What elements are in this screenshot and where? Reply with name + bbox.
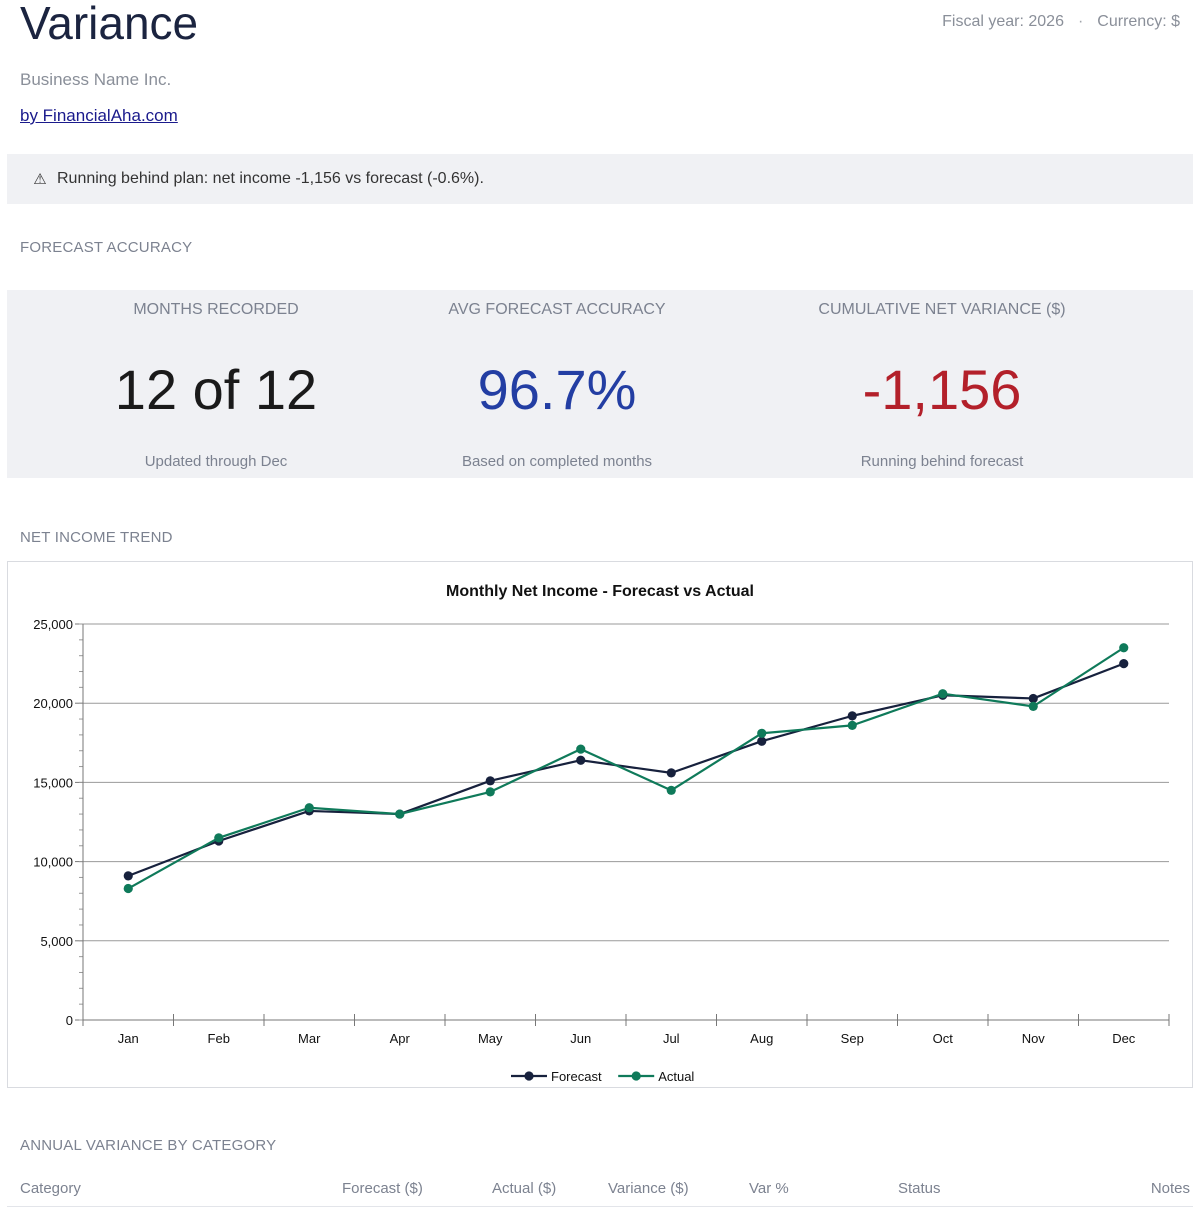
legend-marker (524, 1071, 534, 1081)
forecast-point (485, 776, 495, 786)
forecast-point (123, 871, 133, 881)
kpi-avg-forecast-accuracy: AVG FORECAST ACCURACY 96.7% Based on com… (357, 290, 757, 478)
x-tick-label: Aug (750, 1031, 773, 1046)
kpi-value: -1,156 (862, 358, 1022, 421)
actual-point (395, 809, 405, 819)
legend-label: Forecast (551, 1069, 602, 1084)
x-tick-label: Oct (933, 1031, 954, 1046)
forecast-point (847, 711, 857, 721)
kpi-value: 12 of 12 (114, 358, 318, 421)
variance-table-header: Category Forecast ($) Actual ($) Varianc… (0, 1180, 1200, 1206)
actual-point (123, 883, 133, 894)
section-label-annual-variance: ANNUAL VARIANCE BY CATEGORY (20, 1137, 277, 1154)
x-tick-label: Nov (1022, 1031, 1046, 1046)
legend-item-actual: Actual (618, 1069, 694, 1084)
column-header-variance[interactable]: Variance ($) (608, 1180, 689, 1197)
y-tick-label: 0 (66, 1013, 73, 1028)
column-header-category[interactable]: Category (20, 1180, 81, 1197)
actual-point (847, 720, 857, 730)
forecast-point (1119, 659, 1129, 669)
page-title: Variance (20, 0, 199, 49)
x-tick-label: Sep (841, 1031, 864, 1046)
kpi-cumulative-net-variance: CUMULATIVE NET VARIANCE ($) -1,156 Runni… (742, 290, 1142, 478)
x-tick-label: Jan (118, 1031, 139, 1046)
x-tick-label: Feb (208, 1031, 230, 1046)
kpi-value: 96.7% (477, 358, 637, 421)
x-tick-label: Jul (663, 1031, 680, 1046)
alert-text: Running behind plan: net income -1,156 v… (57, 170, 484, 187)
actual-point (666, 785, 676, 795)
x-tick-label: Apr (390, 1031, 411, 1046)
net-income-chart: Monthly Net Income - Forecast vs Actual 0… (7, 561, 1193, 1088)
business-name: Business Name Inc. (20, 70, 172, 89)
actual-point (757, 728, 767, 738)
meta-separator: · (1077, 13, 1084, 30)
column-header-var-pct[interactable]: Var % (749, 1180, 789, 1197)
actual-point (214, 833, 224, 843)
y-tick-label: 15,000 (33, 775, 73, 790)
column-header-actual[interactable]: Actual ($) (492, 1180, 557, 1197)
kpi-label: CUMULATIVE NET VARIANCE ($) (818, 301, 1066, 318)
column-header-status[interactable]: Status (898, 1180, 941, 1197)
actual-series-line (127, 646, 1125, 890)
legend-item-forecast: Forecast (511, 1069, 602, 1084)
forecast-point (576, 755, 586, 765)
x-tick-label: Jun (570, 1031, 591, 1046)
kpi-label: AVG FORECAST ACCURACY (448, 301, 666, 318)
y-tick-label: 20,000 (33, 696, 73, 711)
actual-point (485, 787, 495, 797)
chart-title: Monthly Net Income - Forecast vs Actual (446, 583, 754, 600)
warning-icon: ⚠ (33, 171, 47, 188)
legend-label: Actual (658, 1069, 694, 1084)
kpi-months-recorded: MONTHS RECORDED 12 of 12 Updated through… (7, 290, 425, 478)
kpi-label: MONTHS RECORDED (133, 301, 299, 318)
section-label-forecast-accuracy: FORECAST ACCURACY (20, 239, 193, 256)
byline-link[interactable]: by FinancialAha.com (20, 106, 178, 125)
actual-point (576, 744, 586, 754)
header-meta: Fiscal year: 2026 · Currency: $ (942, 13, 1180, 31)
fiscal-year-label: Fiscal year: 2026 (942, 13, 1064, 30)
chart-svg: Monthly Net Income - Forecast vs Actual 0… (33, 583, 1170, 1084)
y-tick-label: 25,000 (33, 617, 73, 632)
kpi-subtext: Updated through Dec (144, 453, 288, 470)
table-divider (7, 1206, 1193, 1207)
actual-point (938, 689, 948, 699)
legend-marker (631, 1071, 641, 1081)
y-tick-label: 10,000 (33, 855, 73, 870)
x-tick-label: May (478, 1031, 503, 1046)
section-label-net-income-trend: NET INCOME TREND (20, 529, 173, 546)
kpi-subtext: Based on completed months (461, 453, 653, 470)
actual-point (1119, 643, 1129, 653)
x-tick-label: Mar (298, 1031, 321, 1046)
forecast-point (1028, 693, 1038, 704)
actual-point (1028, 701, 1038, 711)
column-header-forecast[interactable]: Forecast ($) (342, 1180, 423, 1197)
status-alert: ⚠ Running behind plan: net income -1,156… (7, 154, 1193, 204)
y-tick-label: 5,000 (40, 934, 73, 949)
forecast-point (666, 768, 676, 778)
kpi-panel: MONTHS RECORDED 12 of 12 Updated through… (7, 290, 1193, 478)
kpi-subtext: Running behind forecast (860, 453, 1024, 470)
currency-label: Currency: $ (1097, 13, 1180, 30)
actual-point (304, 803, 314, 813)
column-header-notes[interactable]: Notes (1150, 1180, 1190, 1197)
forecast-point (757, 736, 767, 746)
x-tick-label: Dec (1112, 1031, 1136, 1046)
